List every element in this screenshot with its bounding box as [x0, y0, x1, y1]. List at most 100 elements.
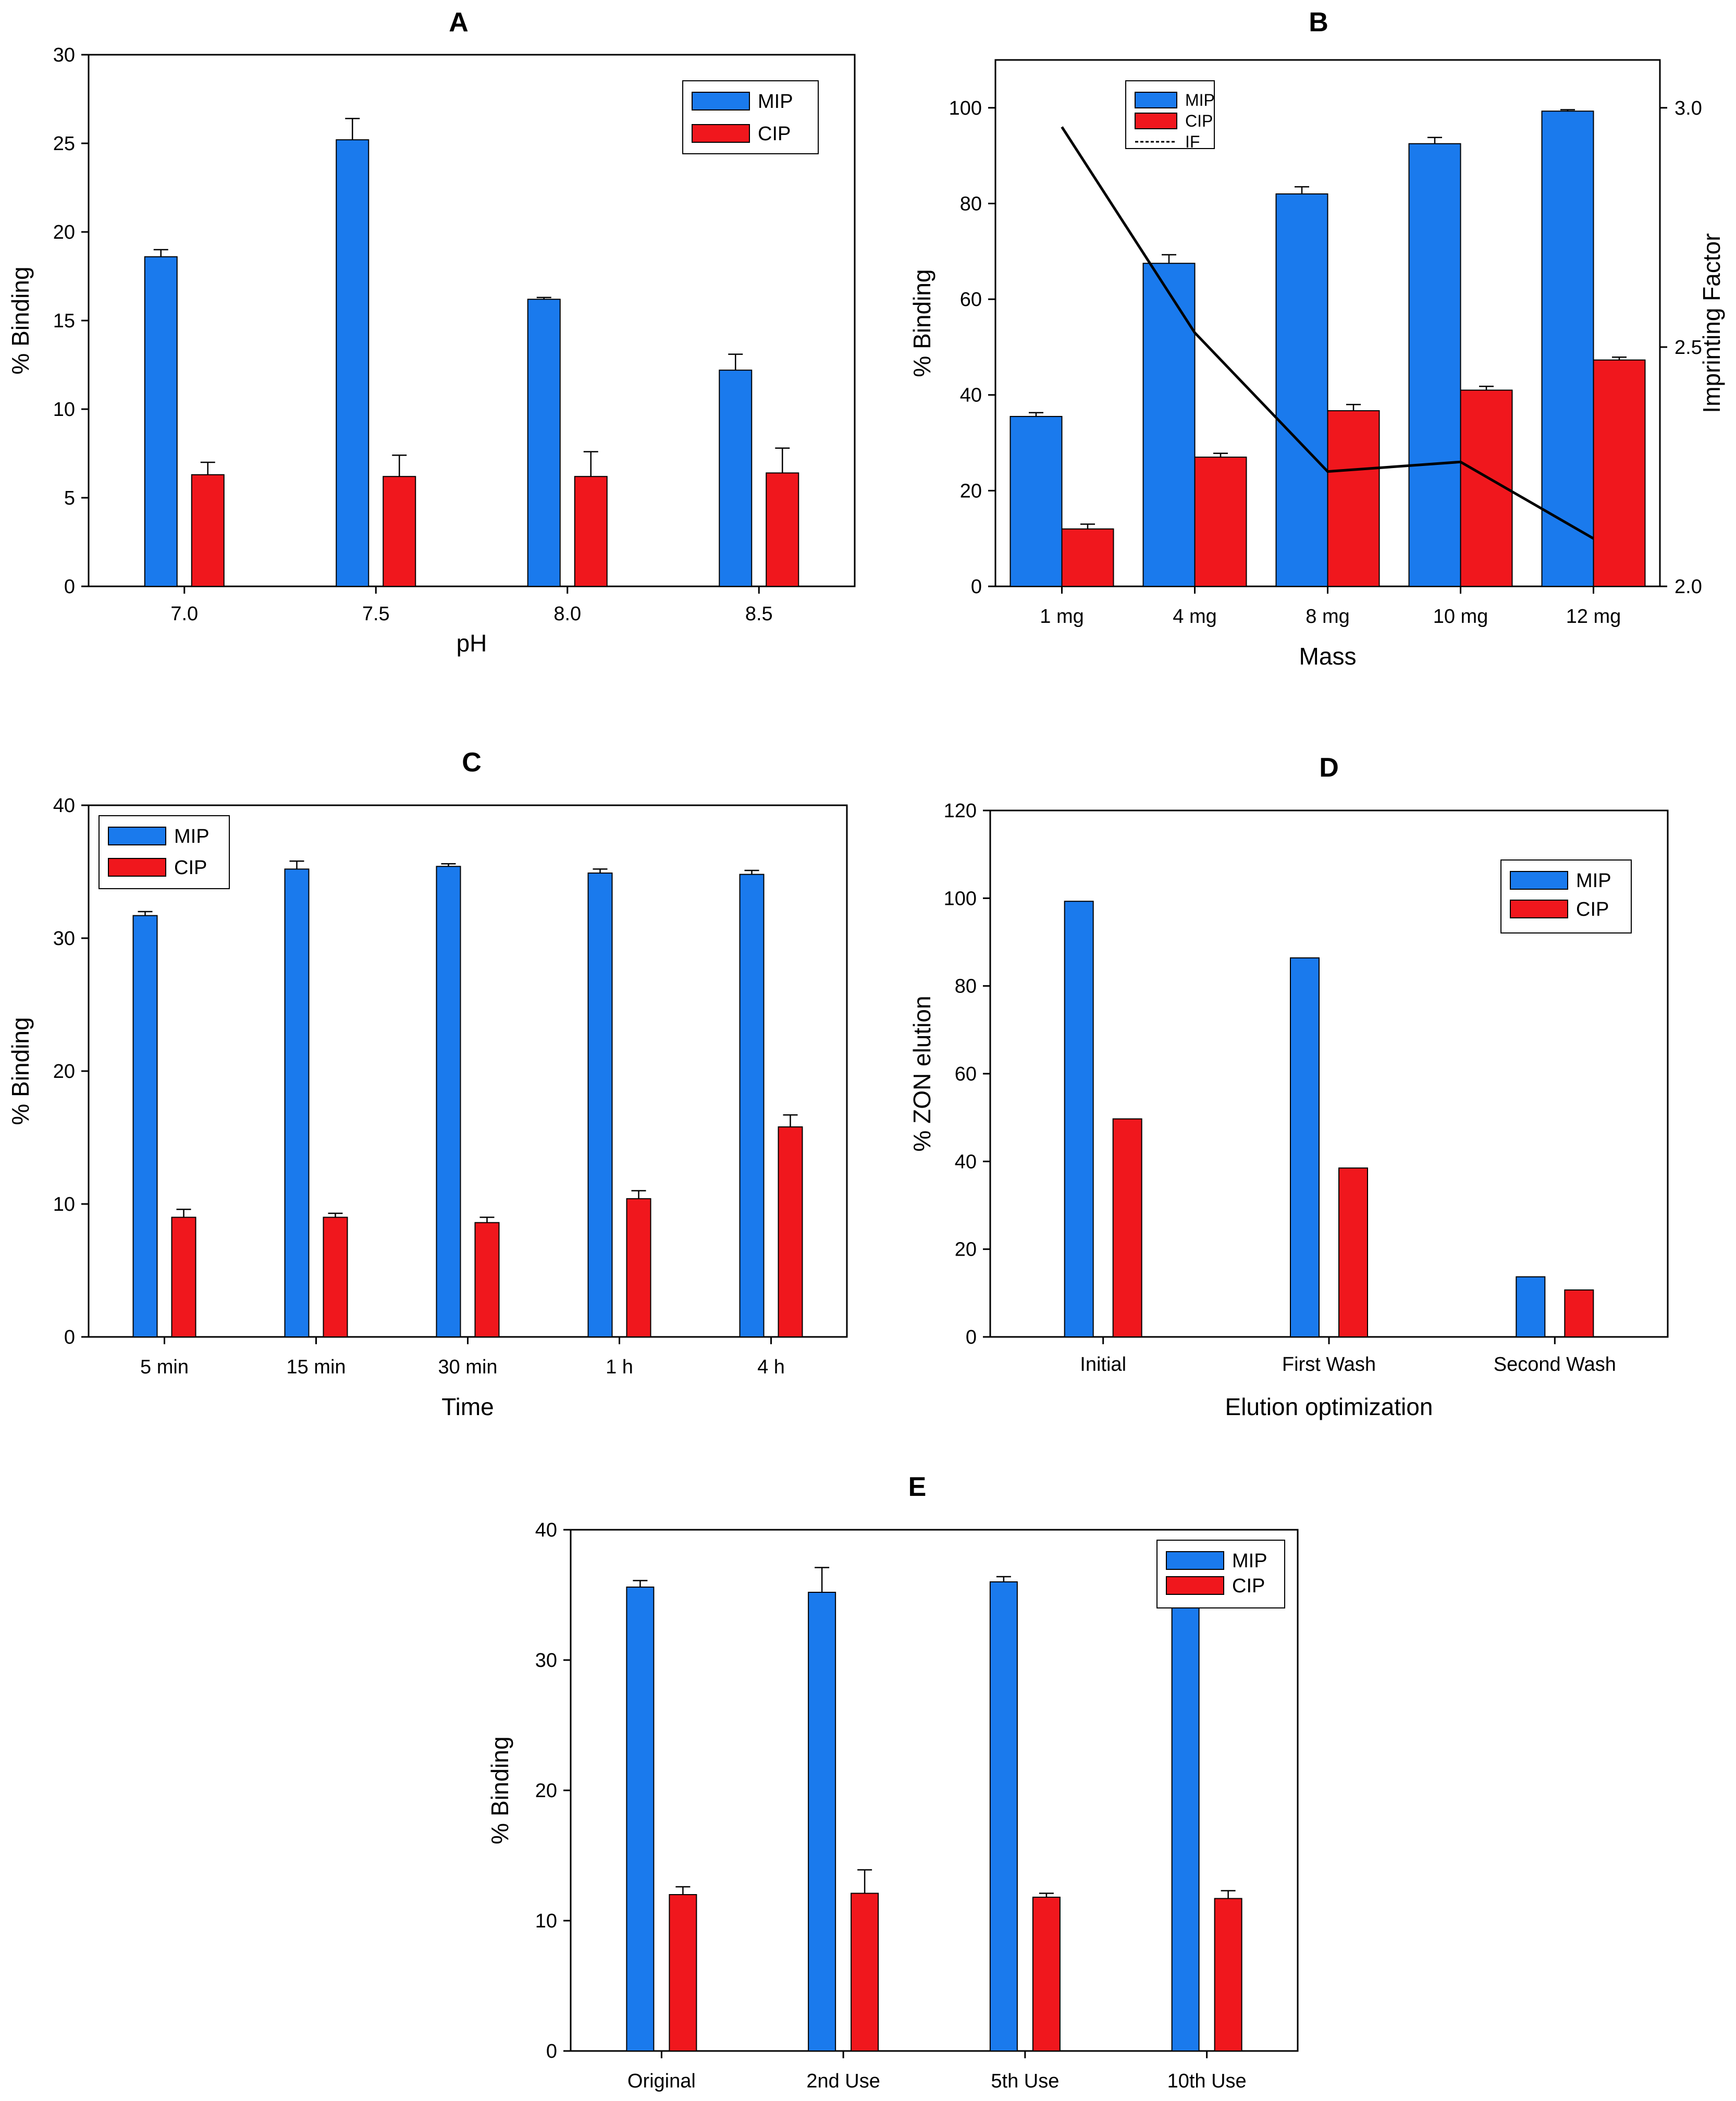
- x-tick-label: 8 mg: [1306, 606, 1349, 628]
- legend-swatch-cip: [1510, 900, 1568, 918]
- bar-cip-8-mg: [1327, 410, 1380, 587]
- x-tick-label: 4 mg: [1173, 606, 1216, 628]
- y-tick-label: 15: [53, 310, 75, 332]
- legend-swatch-mip: [108, 827, 166, 845]
- bar-cip-4-mg: [1194, 457, 1247, 587]
- panel-letter: E: [908, 1472, 927, 1502]
- chart-panel-a: A 0 5 10 15 20 25 30 7.0 7.5 8.0 8.5 pH % Binding MIP C…: [7, 7, 856, 657]
- x-tick-label: 10th Use: [1167, 2070, 1247, 2092]
- x-tick-label: Original: [627, 2070, 696, 2092]
- legend-swatch-cip: [1166, 1576, 1224, 1595]
- chart-panel-b: B 0 20 40 60 80 100 1 mg 4 mg 8 mg 10 mg 12 mg 2.0 2.…: [908, 7, 1725, 670]
- bar-cip-30-min: [474, 1222, 500, 1337]
- y2-axis-label: Imprinting Factor: [1698, 233, 1725, 413]
- y-tick-label: 0: [546, 2041, 557, 2062]
- y-tick-label: 10: [53, 1194, 75, 1215]
- legend: MIP CIP: [1156, 1540, 1285, 1608]
- y-axis-label: % Binding: [7, 266, 34, 374]
- bar-cip-1-mg: [1061, 528, 1114, 587]
- chart-panel-d: D 0 20 40 60 80 100 120 Initial First Wash Second …: [908, 753, 1669, 1420]
- legend-swatch-mip: [692, 92, 750, 110]
- panel-letter: B: [1309, 7, 1328, 38]
- bar-mip-8-5: [719, 370, 753, 587]
- bar-cip-10-mg: [1460, 389, 1513, 587]
- legend-label-cip: CIP: [1185, 112, 1213, 130]
- y-tick-label: 0: [971, 576, 982, 598]
- legend-label-cip: CIP: [174, 857, 207, 879]
- x-tick-label: 5th Use: [991, 2070, 1059, 2092]
- x-axis-label: pH: [457, 630, 487, 657]
- x-tick-label: 7.5: [362, 603, 390, 625]
- legend-label-mip: MIP: [1232, 1550, 1267, 1572]
- legend-label-mip: MIP: [758, 91, 793, 113]
- x-tick-label: 5 min: [140, 1356, 189, 1378]
- bar-cip-initial: [1112, 1118, 1142, 1337]
- x-tick-label: First Wash: [1282, 1354, 1376, 1375]
- legend: MIP CIP: [99, 815, 230, 889]
- y-tick-label: 20: [53, 1061, 75, 1083]
- bar-mip-10th-use: [1171, 1594, 1200, 2051]
- y-tick-label: 100: [944, 888, 977, 910]
- chart-panel-c: C 0 10 20 30 40 5 min 15 min 30 min 1 h 4 h Time % B…: [7, 747, 848, 1420]
- x-tick-label: 1 mg: [1040, 606, 1084, 628]
- bar-cip-10th-use: [1214, 1898, 1242, 2051]
- bar-mip-7-0: [144, 256, 178, 587]
- y2-tick-label: 2.5: [1675, 337, 1702, 359]
- legend-label-cip: CIP: [1232, 1575, 1265, 1597]
- bar-mip-4-h: [739, 874, 765, 1337]
- legend: MIP CIP: [682, 80, 819, 154]
- y-axis-label: % Binding: [7, 1017, 34, 1125]
- y-axis-label: % Binding: [486, 1736, 513, 1844]
- legend: MIP CIP IF: [1125, 80, 1215, 151]
- bar-mip-first-wash: [1290, 957, 1320, 1338]
- x-tick-label: 7.0: [170, 603, 198, 625]
- y2-tick-label: 2.0: [1675, 576, 1702, 598]
- x-tick-label: 10 mg: [1433, 606, 1488, 628]
- x-tick-label: 12 mg: [1566, 606, 1621, 628]
- if-series-line: [1061, 126, 1594, 540]
- bar-cip-1-h: [626, 1198, 651, 1338]
- y-tick-label: 20: [960, 480, 982, 502]
- y-axis-label: % ZON elution: [908, 996, 935, 1151]
- x-tick-label: 2nd Use: [806, 2070, 880, 2092]
- x-tick-label: 1 h: [606, 1356, 633, 1378]
- y-tick-label: 40: [535, 1519, 557, 1541]
- legend-label-cip: CIP: [1576, 899, 1609, 920]
- bar-mip-15-min: [284, 868, 310, 1337]
- bar-cip-8-5: [766, 472, 799, 587]
- y-tick-label: 40: [960, 385, 982, 407]
- y-tick-label: 60: [960, 289, 982, 311]
- legend-label-mip: MIP: [174, 826, 210, 847]
- legend-swatch-cip: [1135, 113, 1177, 129]
- bar-cip-7-5: [383, 476, 416, 587]
- x-tick-label: 30 min: [438, 1356, 497, 1378]
- y-tick-label: 20: [53, 222, 75, 243]
- bar-cip-second-wash: [1564, 1289, 1594, 1337]
- y-tick-label: 0: [64, 1326, 75, 1348]
- y-tick-label: 30: [535, 1650, 557, 1672]
- legend-swatch-cip: [108, 858, 166, 877]
- x-tick-label: 4 h: [757, 1356, 785, 1378]
- y-tick-label: 25: [53, 133, 75, 155]
- y-tick-label: 40: [53, 795, 75, 817]
- legend-swatch-mip: [1166, 1551, 1224, 1570]
- bar-mip-original: [626, 1587, 655, 2051]
- y-tick-label: 10: [535, 1910, 557, 1932]
- legend-label-cip: CIP: [758, 123, 791, 145]
- bar-mip-8-mg: [1275, 193, 1328, 587]
- y-tick-label: 0: [64, 576, 75, 598]
- x-axis-label: Elution optimization: [1225, 1393, 1433, 1420]
- legend-label-mip: MIP: [1185, 91, 1215, 109]
- y-tick-label: 10: [53, 399, 75, 421]
- bar-cip-5th-use: [1032, 1897, 1061, 2051]
- y-tick-label: 30: [53, 44, 75, 66]
- bar-cip-5-min: [171, 1217, 196, 1337]
- y-tick-label: 120: [944, 800, 977, 822]
- bar-mip-30-min: [436, 866, 461, 1338]
- y-tick-label: 20: [955, 1239, 977, 1261]
- bar-cip-8-0: [574, 476, 608, 587]
- x-tick-label: 15 min: [286, 1356, 346, 1378]
- y-tick-label: 5: [64, 487, 75, 509]
- x-tick-label: 8.0: [553, 603, 581, 625]
